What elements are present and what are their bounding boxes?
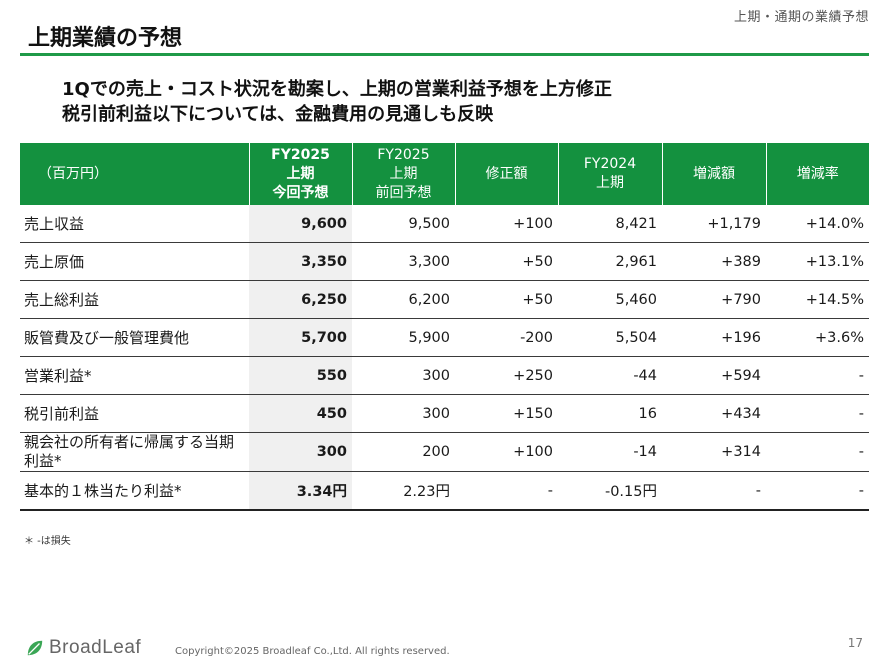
row-label: 営業利益* <box>20 356 249 395</box>
table-row: 売上収益 9,600 9,500 +100 8,421 +1,179 +14.0… <box>20 205 869 243</box>
table-row: 親会社の所有者に帰属する当期利益* 300 200 +100 -14 +314 … <box>20 432 869 472</box>
cell-revision: +250 <box>455 356 558 395</box>
cell-revision: - <box>455 471 558 511</box>
footnote: ＊ -は損失 <box>24 536 71 547</box>
cell-revision: +100 <box>455 205 558 243</box>
brand-name: BroadLeaf <box>49 637 142 658</box>
cell-fy2024: -0.15円 <box>558 471 662 511</box>
cell-change-amount: +196 <box>662 318 766 357</box>
cell-previous-forecast: 2.23円 <box>352 471 455 511</box>
cell-change-amount: +314 <box>662 432 766 472</box>
cell-previous-forecast: 9,500 <box>352 205 455 243</box>
row-label: 税引前利益 <box>20 394 249 433</box>
cell-revision: +50 <box>455 242 558 281</box>
cell-previous-forecast: 5,900 <box>352 318 455 357</box>
table-row: 販管費及び一般管理費他 5,700 5,900 -200 5,504 +196 … <box>20 318 869 357</box>
header-line: 上期 <box>286 165 315 182</box>
header-line: 今回予想 <box>272 184 329 201</box>
cell-current-forecast: 300 <box>249 432 352 472</box>
cell-previous-forecast: 3,300 <box>352 242 455 281</box>
row-label: 基本的１株当たり利益* <box>20 471 249 511</box>
unit-label: （百万円） <box>20 143 249 205</box>
cell-fy2024: -14 <box>558 432 662 472</box>
headline: 1Qでの売上・コスト状況を勘案し、上期の営業利益予想を上方修正 税引前利益以下に… <box>62 77 612 127</box>
cell-current-forecast: 5,700 <box>249 318 352 357</box>
page-number: 17 <box>847 636 863 650</box>
column-header-fy2024: FY2024 上期 <box>557 143 662 205</box>
cell-previous-forecast: 6,200 <box>352 280 455 319</box>
cell-change-amount: +594 <box>662 356 766 395</box>
header-line: 前回予想 <box>375 184 432 201</box>
cell-change-rate: +3.6% <box>766 318 869 357</box>
column-header-current-forecast: FY2025 上期 今回予想 <box>248 143 352 205</box>
header-line: 上期 <box>389 165 418 182</box>
cell-revision: +50 <box>455 280 558 319</box>
table-row: 営業利益* 550 300 +250 -44 +594 - <box>20 356 869 395</box>
header-line: FY2024 <box>583 156 637 172</box>
cell-fy2024: 8,421 <box>558 205 662 243</box>
table-row: 税引前利益 450 300 +150 16 +434 - <box>20 394 869 433</box>
header-line: FY2025 <box>271 146 330 163</box>
table-row: 売上総利益 6,250 6,200 +50 5,460 +790 +14.5% <box>20 280 869 319</box>
header-line: 増減額 <box>693 165 735 182</box>
cell-current-forecast: 6,250 <box>249 280 352 319</box>
table-row: 基本的１株当たり利益* 3.34円 2.23円 - -0.15円 - - <box>20 471 869 511</box>
forecast-table: （百万円） FY2025 上期 今回予想 FY2025 上期 前回予想 修正額 … <box>20 143 869 511</box>
cell-fy2024: 16 <box>558 394 662 433</box>
column-header-previous-forecast: FY2025 上期 前回予想 <box>351 143 455 205</box>
cell-change-rate: +14.5% <box>766 280 869 319</box>
column-header-change-amount: 増減額 <box>661 143 766 205</box>
table-header-row: （百万円） FY2025 上期 今回予想 FY2025 上期 前回予想 修正額 … <box>20 143 869 205</box>
cell-change-rate: - <box>766 356 869 395</box>
header-line: 上期 <box>596 175 624 191</box>
header-line: 修正額 <box>485 165 528 182</box>
header-line: 増減率 <box>796 165 839 182</box>
copyright: Copyright©2025 Broadleaf Co.,Ltd. All ri… <box>175 646 450 657</box>
cell-change-amount: - <box>662 471 766 511</box>
cell-fy2024: 5,460 <box>558 280 662 319</box>
headline-line-2: 税引前利益以下については、金融費用の見通しも反映 <box>62 104 494 125</box>
cell-change-rate: +14.0% <box>766 205 869 243</box>
cell-change-rate: - <box>766 432 869 472</box>
cell-previous-forecast: 200 <box>352 432 455 472</box>
row-label: 販管費及び一般管理費他 <box>20 318 249 357</box>
row-label: 売上総利益 <box>20 280 249 319</box>
cell-current-forecast: 550 <box>249 356 352 395</box>
row-label: 売上収益 <box>20 205 249 243</box>
row-label: 親会社の所有者に帰属する当期利益* <box>20 432 249 472</box>
page-title: 上期業績の予想 <box>28 26 183 51</box>
cell-current-forecast: 3.34円 <box>249 471 352 511</box>
cell-revision: +150 <box>455 394 558 433</box>
cell-change-rate: +13.1% <box>766 242 869 281</box>
cell-current-forecast: 3,350 <box>249 242 352 281</box>
row-label: 売上原価 <box>20 242 249 281</box>
title-divider <box>20 53 869 56</box>
cell-previous-forecast: 300 <box>352 394 455 433</box>
cell-change-rate: - <box>766 394 869 433</box>
cell-revision: -200 <box>455 318 558 357</box>
cell-fy2024: 2,961 <box>558 242 662 281</box>
column-header-revision: 修正額 <box>454 143 558 205</box>
cell-previous-forecast: 300 <box>352 356 455 395</box>
headline-line-1: 1Qでの売上・コスト状況を勘案し、上期の営業利益予想を上方修正 <box>62 79 612 100</box>
cell-change-amount: +1,179 <box>662 205 766 243</box>
cell-fy2024: 5,504 <box>558 318 662 357</box>
cell-current-forecast: 450 <box>249 394 352 433</box>
cell-revision: +100 <box>455 432 558 472</box>
cell-change-amount: +389 <box>662 242 766 281</box>
section-tag: 上期・通期の業績予想 <box>733 10 869 25</box>
cell-current-forecast: 9,600 <box>249 205 352 243</box>
header-line: FY2025 <box>377 146 430 163</box>
company-logo: BroadLeaf <box>26 637 141 659</box>
table-row: 売上原価 3,350 3,300 +50 2,961 +389 +13.1% <box>20 242 869 281</box>
cell-change-rate: - <box>766 471 869 511</box>
cell-change-amount: +790 <box>662 280 766 319</box>
leaf-icon <box>27 640 43 656</box>
column-header-change-rate: 増減率 <box>765 143 869 205</box>
cell-change-amount: +434 <box>662 394 766 433</box>
cell-fy2024: -44 <box>558 356 662 395</box>
